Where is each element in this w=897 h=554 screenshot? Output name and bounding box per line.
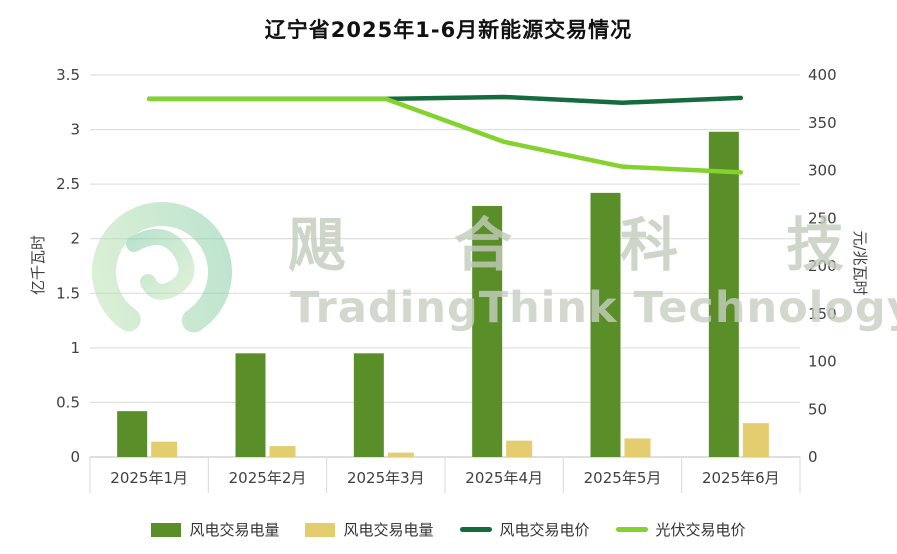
chart-title: 辽宁省2025年1-6月新能源交易情况 — [264, 18, 633, 42]
y-right-tick-label: 250 — [808, 209, 837, 227]
bar-series1-cat1 — [269, 446, 296, 457]
legend: 风电交易电量 风电交易电量 风电交易电价 光伏交易电价 — [0, 519, 897, 540]
legend-swatch-icon-0 — [151, 522, 182, 537]
y-right-tick-label: 400 — [808, 66, 837, 84]
legend-item-0: 风电交易电量 — [151, 519, 279, 540]
legend-label-2: 风电交易电价 — [499, 521, 590, 539]
y-right-tick-label: 0 — [808, 448, 818, 466]
legend-label-3: 光伏交易电价 — [655, 521, 746, 539]
y-left-tick-label: 0 — [70, 448, 80, 466]
y-right-tick-label: 200 — [808, 257, 837, 275]
x-category-label: 2025年5月 — [584, 469, 662, 487]
y-right-tick-label: 50 — [808, 400, 827, 418]
bar-series0-cat0 — [117, 411, 148, 457]
bar-series0-cat4 — [590, 192, 621, 458]
y-right-tick-label: 350 — [808, 114, 837, 132]
legend-item-3: 光伏交易电价 — [615, 519, 746, 540]
y-left-tick-label: 1.5 — [56, 284, 80, 302]
bar-series1-cat4 — [624, 438, 651, 457]
bar-series0-cat3 — [472, 205, 503, 457]
y-left-tick-label: 0.5 — [56, 393, 80, 411]
line-series1 — [146, 96, 744, 175]
legend-item-2: 风电交易电价 — [459, 519, 590, 540]
bar-series1-cat0 — [151, 441, 178, 457]
bar-series1-cat2 — [387, 452, 414, 457]
bar-series1-cat3 — [506, 440, 533, 457]
y-left-tick-label: 3.5 — [56, 66, 80, 84]
legend-swatch-icon-1 — [305, 522, 336, 537]
y-left-tick-label: 2 — [70, 230, 80, 248]
y-right-tick-label: 100 — [808, 353, 837, 371]
x-category-label: 2025年4月 — [465, 469, 543, 487]
right-axis-title: 元/兆瓦时 — [851, 230, 869, 296]
legend-line-icon-2 — [459, 527, 492, 532]
y-right-tick-label: 300 — [808, 162, 837, 180]
legend-label-1: 风电交易电量 — [343, 521, 434, 539]
x-category-label: 2025年1月 — [110, 469, 188, 487]
y-left-tick-label: 2.5 — [56, 175, 80, 193]
y-right-tick-label: 150 — [808, 305, 837, 323]
x-category-label: 2025年2月 — [229, 469, 307, 487]
x-category-label: 2025年3月 — [347, 469, 425, 487]
legend-item-1: 风电交易电量 — [305, 519, 434, 540]
bar-series1-cat5 — [742, 423, 769, 457]
bar-series0-cat1 — [235, 353, 266, 457]
legend-label-0: 风电交易电量 — [189, 521, 280, 539]
legend-line-icon-3 — [615, 527, 648, 532]
left-axis-title: 亿千瓦时 — [29, 235, 47, 296]
x-category-label: 2025年6月 — [702, 469, 780, 487]
bar-series0-cat5 — [708, 131, 739, 458]
bar-series0-cat2 — [353, 353, 384, 457]
y-left-tick-label: 3 — [70, 121, 80, 139]
y-left-tick-label: 1 — [70, 339, 80, 357]
